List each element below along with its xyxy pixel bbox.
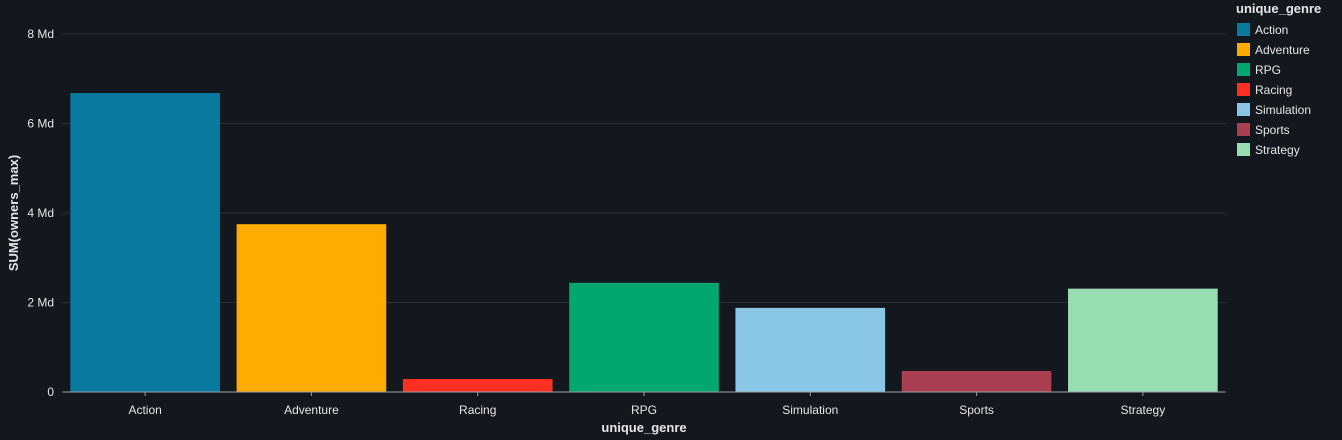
x-tick-label: Strategy	[1121, 403, 1166, 417]
bar-racing[interactable]	[402, 379, 553, 392]
bars	[70, 93, 1218, 392]
axes: 0 2 Md 4 Md 6 Md 8 Md Action Adventure Racing RP…	[27, 27, 1226, 417]
legend-swatch-adventure	[1237, 43, 1250, 56]
legend-title: unique_genre	[1236, 1, 1321, 16]
bar-simulation[interactable]	[735, 307, 886, 392]
bar-rpg[interactable]	[569, 282, 719, 392]
legend-swatch-racing	[1237, 83, 1250, 96]
legend-swatch-action	[1237, 23, 1250, 36]
x-tick-label: Racing	[459, 403, 496, 417]
legend-label-adventure[interactable]: Adventure	[1255, 43, 1310, 57]
legend-label-strategy[interactable]: Strategy	[1255, 143, 1300, 157]
y-tick-label: 0	[47, 385, 54, 399]
legend-label-rpg[interactable]: RPG	[1255, 63, 1281, 77]
legend-swatch-sports	[1237, 123, 1250, 136]
y-axis-title: SUM(owners_max)	[6, 155, 21, 271]
x-tick-label: RPG	[631, 403, 657, 417]
legend-label-sports[interactable]: Sports	[1255, 123, 1290, 137]
x-tick-label: Sports	[959, 403, 994, 417]
legend-swatch-simulation	[1237, 103, 1250, 116]
legend-swatch-strategy	[1237, 143, 1250, 156]
legend-label-racing[interactable]: Racing	[1255, 83, 1292, 97]
y-tick-label: 2 Md	[27, 296, 54, 310]
x-axis-title: unique_genre	[601, 420, 686, 435]
legend-swatch-rpg	[1237, 63, 1250, 76]
legend-label-action[interactable]: Action	[1255, 23, 1288, 37]
bar-sports[interactable]	[901, 370, 1052, 392]
x-tick-label: Simulation	[782, 403, 838, 417]
x-tick-label: Action	[128, 403, 161, 417]
y-tick-label: 6 Md	[27, 117, 54, 131]
y-tick-label: 4 Md	[27, 206, 54, 220]
bar-adventure[interactable]	[236, 224, 387, 392]
legend: unique_genre Action Adventure RPG Racing Sim…	[1236, 1, 1321, 157]
legend-label-simulation[interactable]: Simulation	[1255, 103, 1311, 117]
y-tick-label: 8 Md	[27, 27, 54, 41]
bar-action[interactable]	[70, 93, 220, 392]
x-tick-label: Adventure	[284, 403, 339, 417]
bar-strategy[interactable]	[1068, 288, 1218, 392]
